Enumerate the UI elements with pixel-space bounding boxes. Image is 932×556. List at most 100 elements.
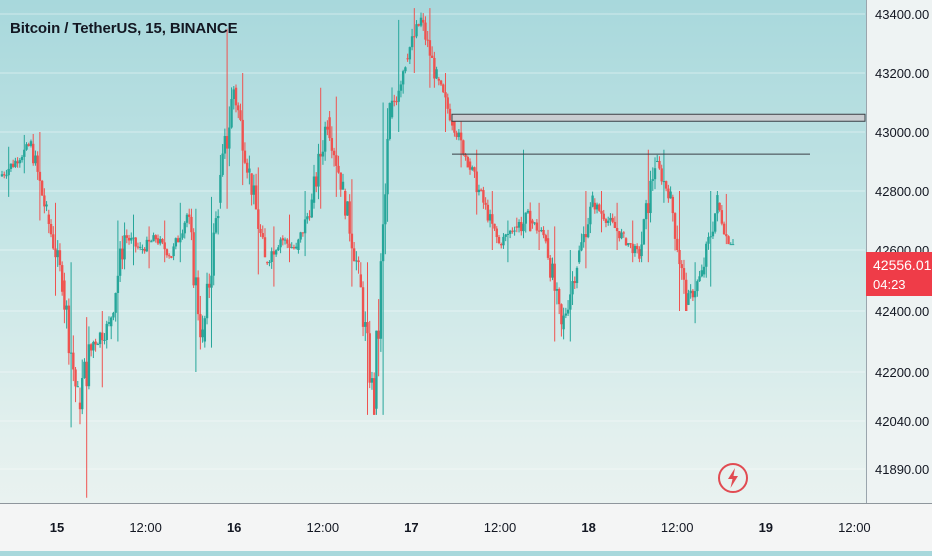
candle (375, 330, 378, 415)
candle-body (651, 179, 654, 181)
candle (185, 213, 189, 228)
candle (491, 191, 494, 250)
candle-body (65, 305, 68, 310)
candle (408, 46, 412, 65)
candle (381, 102, 385, 415)
candle (372, 372, 376, 415)
candle (466, 155, 469, 168)
candle-body (504, 234, 507, 237)
candle-body (584, 234, 588, 238)
candle-body (49, 223, 53, 235)
candle (58, 243, 62, 272)
candle (145, 236, 149, 253)
candle-body (624, 238, 628, 246)
candle-body (595, 204, 599, 210)
candle (230, 87, 233, 129)
candle (475, 149, 478, 215)
candle (134, 237, 137, 253)
candle-body (406, 58, 409, 60)
candle-body (517, 222, 521, 228)
candle-body (252, 185, 256, 195)
candle-body (475, 171, 478, 193)
candle (176, 235, 180, 243)
candle-body (98, 332, 102, 345)
candle-body (167, 255, 171, 257)
candle-body (212, 232, 215, 276)
candle (219, 154, 222, 209)
resistance-zone (451, 113, 866, 122)
candle (127, 234, 131, 245)
candle-body (495, 228, 498, 238)
candle-body (27, 144, 30, 146)
candle (638, 246, 641, 263)
candle (361, 281, 365, 337)
candle-body (32, 143, 35, 164)
candle (274, 249, 278, 257)
candle (542, 226, 545, 239)
candle-body (323, 126, 327, 152)
candle-body (466, 156, 469, 168)
candle-body (549, 257, 552, 278)
candle-body (292, 247, 296, 249)
candle (368, 320, 371, 389)
candle-body (660, 168, 663, 182)
candle-body (528, 210, 532, 232)
candle-body (682, 268, 686, 280)
candle (689, 284, 692, 299)
candle (40, 179, 44, 196)
candle-body (3, 174, 6, 176)
candle (698, 270, 701, 282)
candle (297, 238, 300, 254)
candle (433, 51, 436, 88)
candle (631, 220, 634, 263)
candle-body (444, 92, 447, 98)
candle-body (103, 339, 106, 341)
candle-body (332, 150, 336, 156)
candle-body (161, 239, 164, 243)
candle-body (564, 313, 568, 316)
candle-body (709, 236, 712, 238)
candle (582, 226, 585, 248)
candle (52, 226, 55, 250)
candle-body (69, 352, 73, 354)
candle (410, 28, 414, 51)
candle-body (348, 201, 351, 234)
candle (457, 129, 461, 141)
candle-body (228, 127, 231, 149)
candle (54, 202, 57, 296)
candle-body (372, 378, 376, 415)
candle (245, 158, 249, 179)
candle (693, 262, 697, 324)
candle-body (422, 19, 425, 23)
candle (600, 191, 603, 233)
candle (328, 110, 331, 141)
candle (83, 358, 86, 379)
candle-body (315, 176, 318, 187)
candle (118, 241, 122, 282)
candle-body (729, 244, 732, 246)
candle-body (5, 175, 8, 177)
price-tick-label: 43400.00 (875, 7, 929, 22)
candle (47, 209, 51, 234)
candle-body (390, 100, 394, 118)
candle (586, 217, 590, 239)
lightning-icon[interactable] (717, 462, 749, 494)
candle-body (127, 237, 131, 241)
time-axis[interactable]: 15 12:00 16 12:00 17 12:00 18 12:00 19 12:00 (0, 503, 932, 551)
candle (486, 199, 490, 223)
candle-body (101, 332, 104, 341)
candle-body (366, 322, 369, 334)
candle (575, 266, 579, 289)
candle (479, 188, 483, 192)
candle (43, 188, 46, 214)
candle-body (404, 67, 407, 72)
candle-body (524, 212, 527, 224)
candle-body (221, 153, 224, 175)
candle (259, 224, 262, 237)
price-axis[interactable]: 43400.00 43200.00 43000.00 42800.00 42600.00… (866, 0, 932, 503)
candle (163, 220, 166, 263)
candle (279, 237, 282, 254)
candle-body (531, 220, 534, 224)
